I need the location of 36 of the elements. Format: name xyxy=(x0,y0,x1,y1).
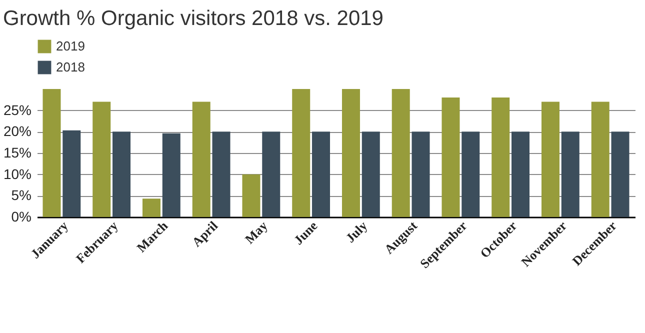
y-tick-label: 10% xyxy=(3,166,32,182)
bar xyxy=(92,102,111,217)
bar xyxy=(212,132,230,217)
x-tick-label: June xyxy=(290,218,320,248)
bar xyxy=(492,98,510,217)
bar xyxy=(611,132,630,217)
bar xyxy=(392,89,410,217)
bar xyxy=(362,132,380,217)
bar xyxy=(192,102,210,217)
bar xyxy=(512,132,530,217)
y-tick-label: 15% xyxy=(3,144,32,160)
bar xyxy=(342,89,360,217)
chart-title: Growth % Organic visitors 2018 vs. 2019 xyxy=(2,7,384,30)
y-tick-label: 5% xyxy=(11,187,32,204)
bar xyxy=(561,132,580,217)
bar xyxy=(462,132,480,217)
bar xyxy=(112,132,131,217)
y-tick-label: 25% xyxy=(3,102,32,118)
bar xyxy=(62,130,81,217)
bar xyxy=(442,98,460,217)
bar xyxy=(242,174,260,217)
bar xyxy=(312,132,330,217)
legend-label: 2019 xyxy=(56,38,85,54)
bar xyxy=(42,89,61,217)
y-tick-label: 0% xyxy=(11,208,32,224)
bar xyxy=(541,102,560,217)
x-tick-label: May xyxy=(242,218,271,247)
bar xyxy=(262,132,280,217)
bar xyxy=(292,89,310,217)
bar xyxy=(162,133,180,217)
legend-label: 2018 xyxy=(56,60,85,74)
y-tick-label: 20% xyxy=(3,123,32,140)
bar xyxy=(591,102,610,217)
x-tick-label: July xyxy=(342,218,370,246)
bar xyxy=(142,198,160,217)
bar xyxy=(412,132,430,217)
